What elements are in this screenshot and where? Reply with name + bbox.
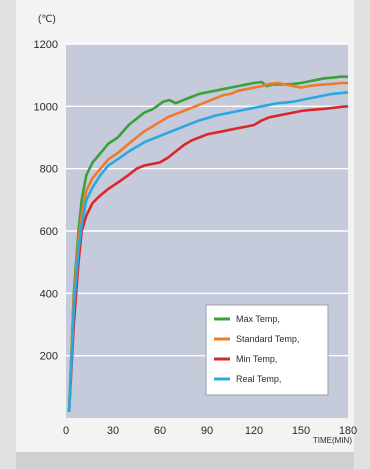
y-tick-label: 1000 <box>34 101 58 113</box>
legend-label-standard-temp: Standard Temp, <box>236 334 299 344</box>
series-line-standard-temp <box>67 81 348 412</box>
legend: Max Temp, Standard Temp, Min Temp, Real Tem… <box>205 304 329 396</box>
x-tick-label: 120 <box>245 425 263 437</box>
x-tick-label: 30 <box>107 425 119 437</box>
y-axis-unit-label: (℃) <box>38 14 56 25</box>
legend-label-max-temp: Max Temp, <box>236 314 280 324</box>
bottom-strip <box>16 452 354 469</box>
y-tick-label: 600 <box>40 226 58 238</box>
legend-label-min-temp: Min Temp, <box>236 354 277 364</box>
y-tick-label: 400 <box>40 288 58 300</box>
x-tick-label: 150 <box>292 425 310 437</box>
series-line-max-temp <box>67 75 348 412</box>
y-tick-label: 800 <box>40 164 58 176</box>
axes: 200 400 600 800 1000 1200 0 30 60 90 120 150 180 <box>34 39 358 437</box>
x-axis-title: TIME(MIN) <box>313 436 352 445</box>
x-tick-label: 60 <box>154 425 166 437</box>
y-tick-label: 200 <box>40 351 58 363</box>
series-line-real-temp <box>67 91 349 412</box>
x-tick-label: 180 <box>339 425 357 437</box>
y-tick-label: 1200 <box>34 39 58 51</box>
x-tick-label: 0 <box>63 425 69 437</box>
legend-label-real-temp: Real Temp, <box>236 374 281 384</box>
x-tick-label: 90 <box>201 425 213 437</box>
series-layer <box>67 75 349 412</box>
series-line-min-temp <box>67 105 349 412</box>
